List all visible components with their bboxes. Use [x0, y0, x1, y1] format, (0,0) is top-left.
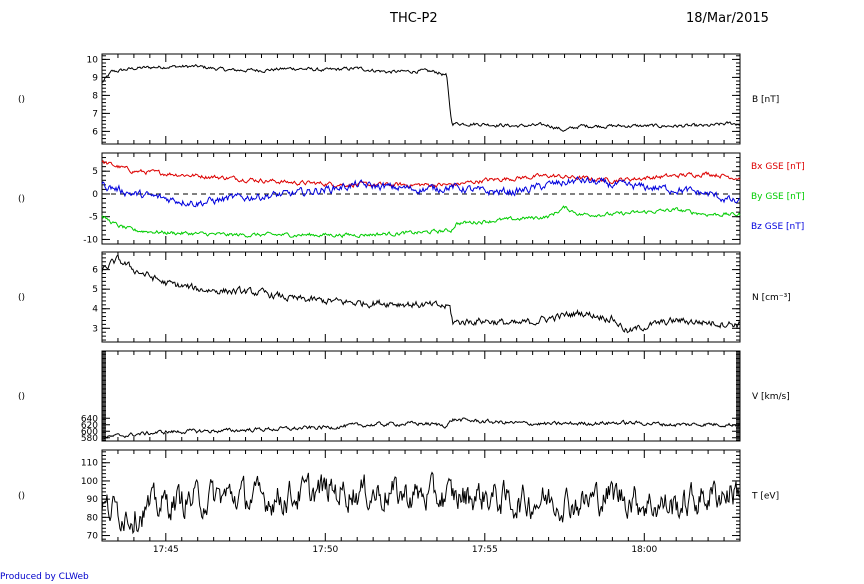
panel-ylabel-B: B [nT] — [752, 95, 779, 105]
panel-side-label-N: () — [18, 293, 25, 303]
ytick-label-N: 6 — [92, 266, 98, 276]
series-line-GSE-1 — [101, 205, 741, 239]
ytick-label-V: 640 — [81, 414, 98, 424]
panel-frame-T — [101, 449, 741, 542]
ytick-label-N: 4 — [92, 305, 98, 315]
ytick-label-T: 80 — [87, 513, 99, 523]
ytick-label-N: 3 — [92, 324, 98, 334]
panel-side-label-B: () — [18, 95, 25, 105]
series-line-V — [101, 417, 741, 440]
xtick-label: 17:55 — [472, 545, 498, 555]
ytick-label-T: 90 — [87, 495, 99, 505]
ytick-label-V: 600 — [81, 427, 98, 437]
ytick-label-B: 7 — [92, 109, 98, 119]
figure-title: THC-P2 — [390, 11, 438, 26]
series-line-N — [101, 254, 741, 334]
xtick-label: 17:45 — [153, 545, 179, 555]
footer-credit: Produced by CLWeb — [0, 572, 89, 582]
figure-date: 18/Mar/2015 — [686, 11, 769, 26]
ytick-label-N: 5 — [92, 285, 98, 295]
xtick-label: 18:00 — [631, 545, 657, 555]
xtick-label: 17:50 — [312, 545, 338, 555]
series-line-GSE-0 — [101, 159, 741, 189]
legend-label-2: Bz GSE [nT] — [751, 222, 804, 232]
ytick-label-T: 70 — [87, 532, 99, 542]
series-line-T — [101, 471, 741, 535]
ytick-label-T: 100 — [81, 477, 98, 487]
legend-label-1: By GSE [nT] — [751, 192, 805, 202]
ytick-label-T: 110 — [81, 459, 98, 469]
ytick-label-B: 9 — [92, 73, 98, 83]
ytick-label-GSE: 5 — [92, 167, 98, 177]
panel-ylabel-T: T [eV] — [751, 492, 779, 502]
panel-frame-V — [101, 350, 741, 442]
ytick-label-B: 6 — [92, 127, 98, 137]
series-line-B — [101, 64, 741, 132]
panel-ylabel-V: V [km/s] — [752, 392, 790, 402]
panel-frame-B — [101, 53, 741, 145]
ytick-label-V: 580 — [81, 434, 98, 444]
ytick-label-B: 10 — [87, 55, 99, 65]
panel-ylabel-N: N [cm⁻³] — [752, 293, 791, 303]
panel-side-label-T: () — [18, 492, 25, 502]
panel-frame-GSE — [101, 152, 741, 245]
ytick-label-V: 620 — [81, 421, 98, 431]
panel-side-label-GSE: () — [18, 195, 25, 205]
legend-label-0: Bx GSE [nT] — [751, 162, 805, 172]
ytick-label-B: 8 — [92, 91, 98, 101]
panel-side-label-V: () — [18, 392, 25, 402]
series-line-GSE-2 — [101, 176, 741, 208]
ytick-label-GSE: 0 — [92, 190, 98, 200]
ytick-label-GSE: -5 — [89, 213, 98, 223]
ytick-label-GSE: -10 — [83, 235, 98, 245]
